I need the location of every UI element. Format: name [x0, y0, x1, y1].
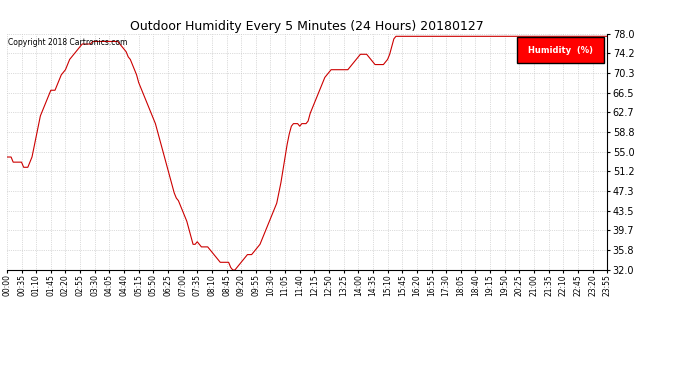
Text: Humidity  (%): Humidity (%): [528, 46, 593, 55]
Text: Copyright 2018 Cartronics.com: Copyright 2018 Cartronics.com: [8, 39, 128, 48]
Title: Outdoor Humidity Every 5 Minutes (24 Hours) 20180127: Outdoor Humidity Every 5 Minutes (24 Hou…: [130, 20, 484, 33]
FancyBboxPatch shape: [518, 37, 604, 63]
